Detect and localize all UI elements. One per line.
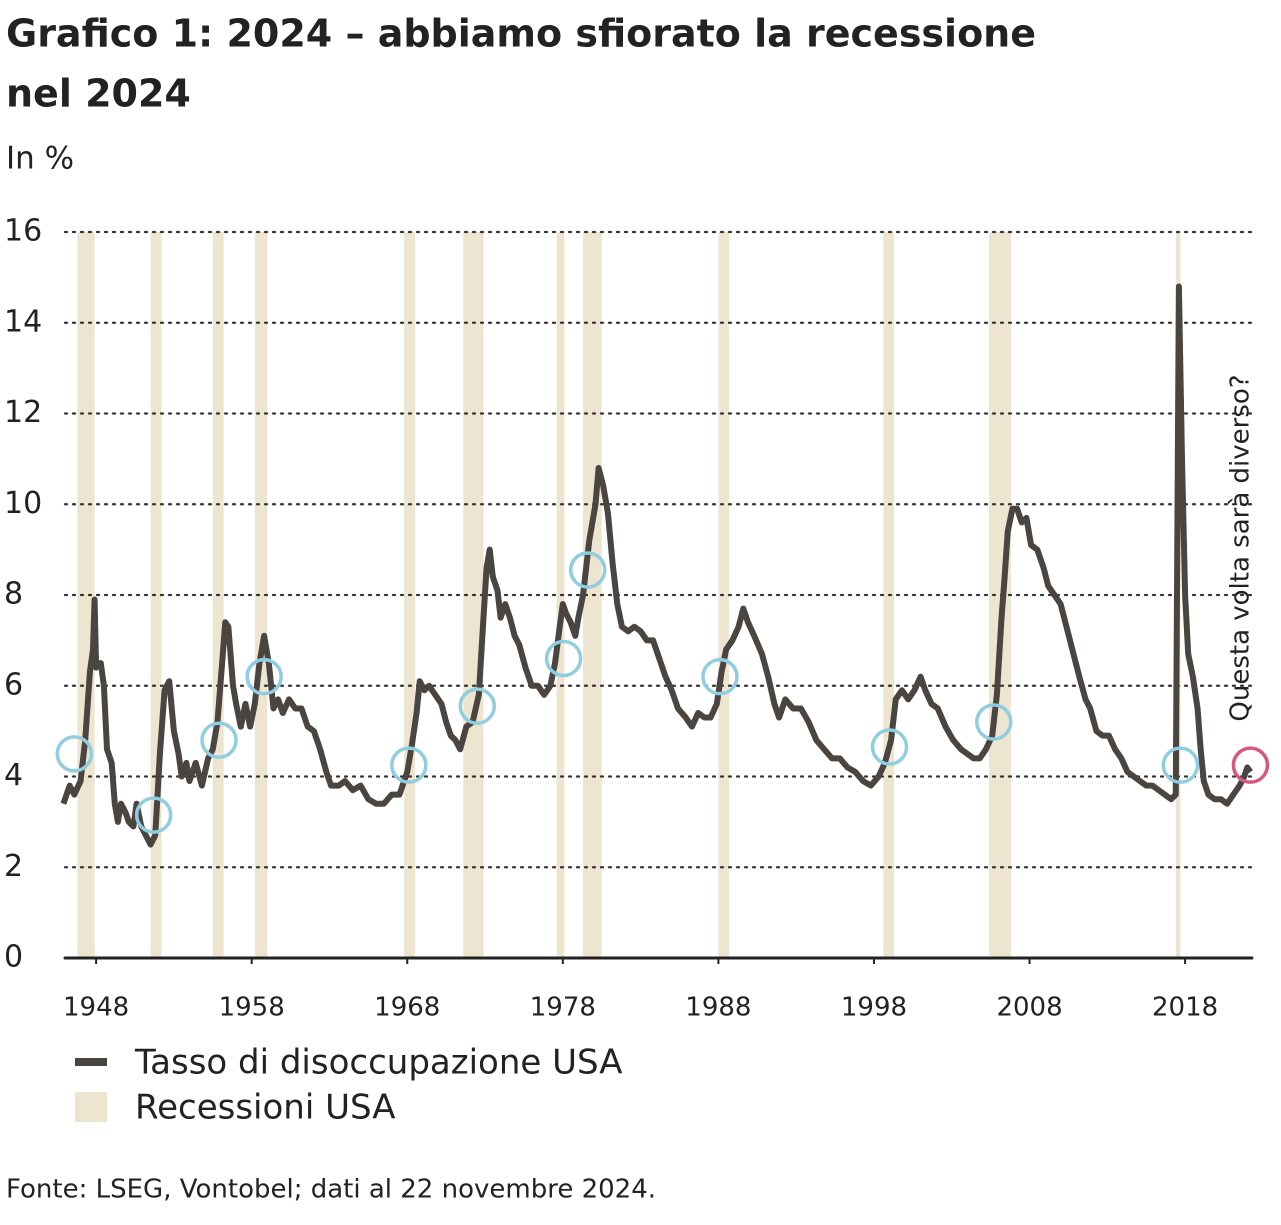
marker-circle bbox=[200, 721, 238, 759]
legend-swatch bbox=[75, 1092, 107, 1122]
y-tick-label: 12 bbox=[4, 395, 42, 430]
x-tick-label: 1998 bbox=[841, 993, 907, 1023]
y-tick-label: 2 bbox=[4, 849, 23, 884]
chart-title: nel 2024 bbox=[6, 72, 191, 116]
marker-circle bbox=[1161, 746, 1200, 784]
marker-circle bbox=[975, 703, 1013, 741]
y-tick-label: 0 bbox=[4, 940, 23, 975]
x-tick-label: 1948 bbox=[63, 993, 129, 1023]
chart-subtitle: In % bbox=[6, 141, 74, 177]
marker-circle bbox=[870, 728, 909, 766]
x-tick-label: 1988 bbox=[685, 993, 751, 1023]
marker-circle bbox=[55, 735, 94, 773]
marker-circle bbox=[544, 639, 583, 678]
y-tick-label: 4 bbox=[4, 758, 23, 793]
source-note: Fonte: LSEG, Vontobel; dati al 22 novemb… bbox=[6, 1175, 656, 1205]
y-tick-label: 10 bbox=[4, 486, 42, 521]
x-tick-label: 1978 bbox=[530, 993, 596, 1023]
marker-circle bbox=[390, 746, 428, 784]
highlight-circle bbox=[1231, 746, 1270, 784]
data-line bbox=[60, 283, 1253, 848]
legend-label: Recessioni USA bbox=[135, 1088, 395, 1128]
y-tick-label: 8 bbox=[4, 577, 23, 612]
x-tick-label: 2018 bbox=[1152, 993, 1218, 1023]
x-tick-label: 2008 bbox=[996, 993, 1062, 1023]
marker-circle bbox=[568, 551, 607, 589]
y-tick-label: 16 bbox=[4, 214, 42, 249]
annotation: Questa volta sarà diverso? bbox=[1226, 374, 1256, 721]
legend-label: Tasso di disoccupazione USA bbox=[134, 1043, 622, 1083]
y-tick-label: 6 bbox=[4, 667, 23, 702]
marker-circle bbox=[458, 687, 497, 725]
x-tick-label: 1958 bbox=[219, 993, 285, 1023]
x-tick-label: 1968 bbox=[374, 993, 440, 1023]
chart-title: Grafico 1: 2024 – abbiamo sfiorato la re… bbox=[6, 12, 1036, 56]
y-tick-label: 14 bbox=[4, 304, 42, 339]
marker-circle bbox=[701, 657, 739, 696]
marker-circle bbox=[134, 796, 173, 834]
marker-circle bbox=[245, 657, 283, 696]
